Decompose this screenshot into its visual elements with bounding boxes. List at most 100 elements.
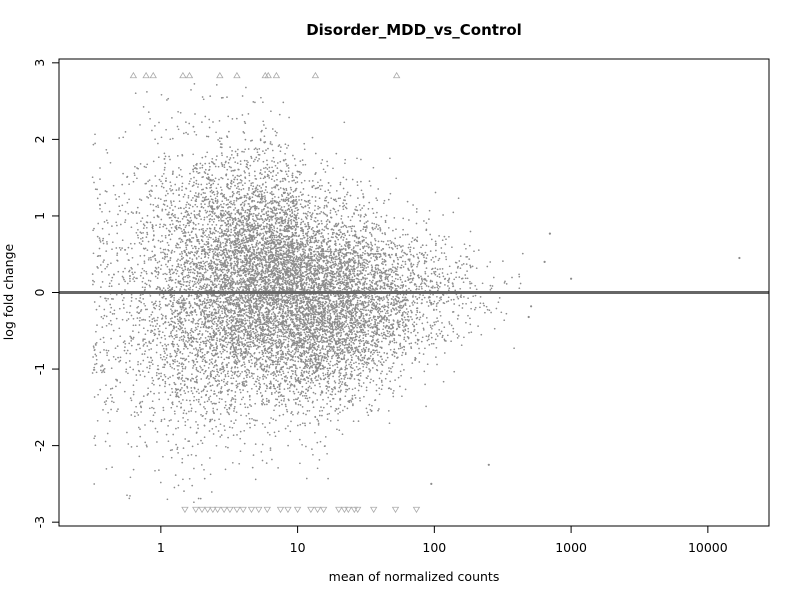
data-point (285, 196, 288, 199)
data-point (416, 302, 419, 304)
data-point (165, 327, 167, 330)
data-point (430, 342, 433, 345)
data-point (287, 348, 290, 351)
data-point (321, 184, 323, 187)
data-point (169, 207, 171, 209)
data-point (391, 248, 394, 250)
data-point (158, 469, 160, 471)
data-point (140, 301, 143, 304)
data-point (187, 355, 190, 357)
data-point (185, 253, 188, 255)
data-point (144, 333, 147, 336)
data-point (159, 341, 162, 344)
data-point (324, 171, 327, 173)
data-point (238, 382, 241, 385)
data-point (148, 257, 150, 259)
data-point (129, 397, 132, 399)
data-point (247, 327, 250, 329)
data-point (327, 389, 330, 392)
data-point (96, 188, 98, 191)
data-point (98, 305, 101, 307)
data-point (315, 313, 317, 316)
data-point (181, 379, 184, 382)
data-point (240, 180, 243, 182)
data-point (127, 212, 130, 215)
data-point (397, 258, 399, 261)
data-point (150, 195, 152, 197)
data-point (433, 321, 435, 324)
data-point (363, 245, 366, 248)
data-point (188, 281, 191, 284)
data-point (129, 280, 131, 282)
data-point (333, 250, 336, 253)
data-point (293, 398, 295, 401)
data-point (176, 448, 179, 450)
data-point (282, 365, 285, 368)
data-point (108, 210, 111, 213)
data-point (169, 158, 171, 161)
data-point (383, 352, 386, 354)
data-point (330, 328, 332, 330)
data-point (175, 333, 178, 336)
data-point (249, 422, 251, 425)
data-point (292, 364, 295, 366)
data-point (264, 426, 266, 429)
data-point (382, 260, 384, 263)
data-point (204, 407, 206, 410)
data-point (304, 163, 307, 166)
data-point (241, 114, 244, 116)
data-point (91, 273, 94, 275)
data-point (299, 311, 302, 314)
data-point (285, 326, 287, 329)
data-point (210, 259, 212, 262)
data-point (395, 341, 398, 344)
data-point (204, 203, 206, 206)
data-point (271, 236, 274, 239)
data-point (193, 395, 196, 398)
data-point (306, 268, 309, 271)
data-point (163, 334, 166, 337)
data-point (159, 198, 162, 201)
data-point (343, 244, 346, 246)
data-point (128, 269, 131, 272)
data-point (343, 378, 346, 380)
data-point (296, 176, 299, 179)
data-point (164, 385, 166, 388)
data-point (321, 222, 323, 225)
data-point (283, 335, 285, 338)
data-point (164, 208, 167, 211)
data-point (381, 358, 383, 361)
data-point (280, 368, 283, 371)
data-point (147, 180, 149, 183)
data-point (278, 306, 281, 309)
data-point (132, 336, 135, 339)
data-point (247, 296, 250, 299)
data-point (186, 211, 189, 213)
data-point (144, 282, 147, 285)
data-point (223, 358, 226, 361)
data-point (465, 263, 468, 265)
data-point (217, 283, 220, 286)
data-point (385, 318, 388, 321)
data-point (192, 153, 195, 156)
data-point (350, 341, 353, 343)
data-point (177, 452, 179, 454)
data-point (200, 378, 203, 380)
data-point (284, 403, 287, 406)
data-point (129, 277, 131, 280)
data-point (262, 402, 265, 404)
data-point (137, 363, 139, 366)
data-point (188, 440, 191, 442)
data-point (365, 386, 368, 389)
data-point (226, 350, 228, 353)
data-point (267, 370, 270, 373)
data-point (315, 321, 318, 324)
data-point (144, 247, 147, 250)
data-point (345, 340, 347, 343)
data-point (292, 154, 294, 157)
data-point (128, 497, 131, 500)
data-point (109, 311, 112, 313)
data-point (305, 245, 307, 248)
data-point (267, 280, 270, 282)
data-point (303, 343, 305, 345)
